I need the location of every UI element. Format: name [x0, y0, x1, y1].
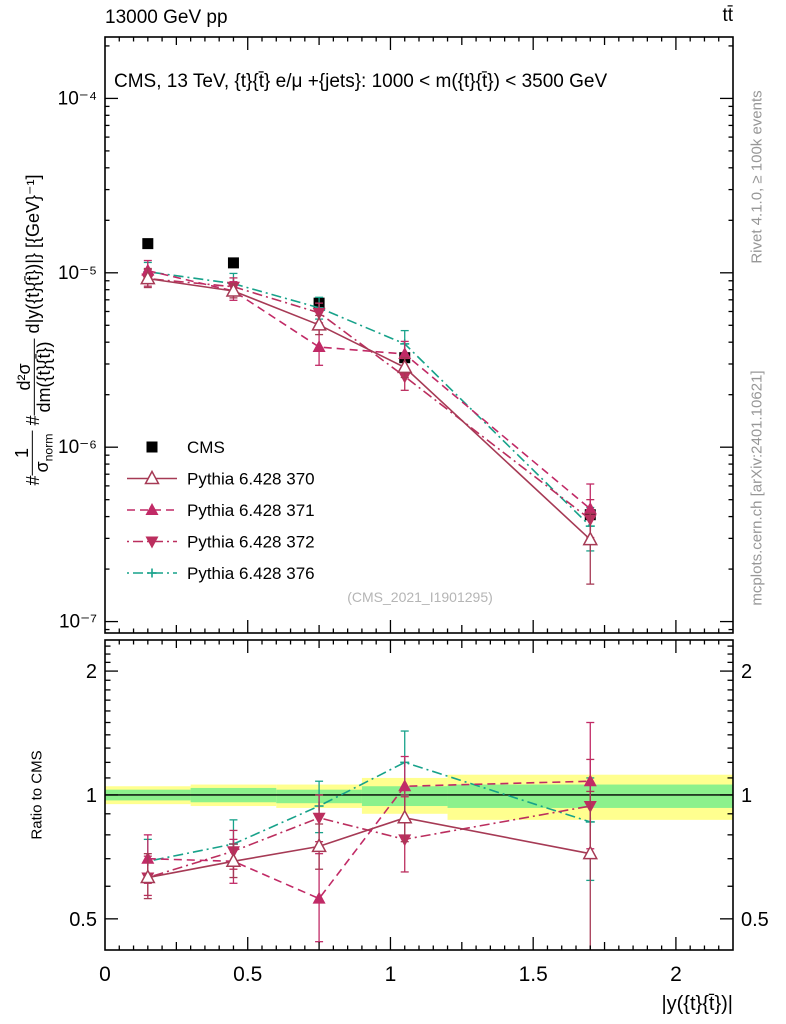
header-process: tt̄: [722, 5, 733, 26]
legend-item-pythia-6-428-372-marker: [145, 536, 159, 549]
ylabel-hash-2: #: [22, 415, 43, 426]
x-tick-label-1: 1: [385, 963, 397, 986]
pythia-6-428-371-marker: [312, 340, 326, 353]
legend-item-cms: CMS: [146, 438, 225, 457]
ratio-y-tick-label-left: 1: [86, 785, 97, 807]
series-main-pythia-6-428-370: [140, 267, 599, 585]
legend-item-pythia-6-428-372-label: Pythia 6.428 372: [187, 533, 315, 552]
main-y-tick-label: 10⁻⁶: [58, 437, 97, 458]
pythia-6-428-370-marker: [311, 316, 327, 331]
ratio-y-tick-label-right: 2: [741, 661, 752, 683]
pythia-6-428-370-ratio-marker: [311, 837, 327, 853]
pythia-6-428-371-ratio-marker: [398, 779, 412, 792]
main-y-tick-label: 10⁻⁴: [58, 88, 97, 109]
ratio-y-tick-label-right: 0.5: [741, 909, 769, 931]
pythia-6-428-371-marker: [583, 501, 597, 514]
ratio-y-tick-label-right: 1: [741, 785, 752, 807]
cms-marker: [142, 238, 154, 250]
legend-item-pythia-6-428-371-label: Pythia 6.428 371: [187, 501, 315, 520]
legend-item-pythia-6-428-376-label: Pythia 6.428 376: [187, 564, 315, 583]
axis-ticks: [105, 37, 733, 950]
pythia-6-428-370-ratio-marker: [225, 852, 242, 868]
ylabel-fraction-norm: 1 σnorm: [12, 430, 55, 476]
plot-title: CMS, 13 TeV, {t}{t̄} e/μ +{jets}: 1000 <…: [114, 71, 608, 92]
series-main-pythia-6-428-371: [141, 259, 597, 539]
pythia-6-428-370-marker: [396, 358, 413, 374]
pythia-6-428-371-ratio-marker: [583, 774, 597, 787]
legend: CMS Pythia 6.428 370 Pythia 6.428 371 Pythi…: [127, 438, 315, 583]
ylabel-tail: d|y({t}{t̄})|}: [22, 253, 43, 334]
main-y-tick-label: 10⁻⁷: [59, 612, 97, 633]
legend-item-pythia-6-428-371: Pythia 6.428 371: [127, 501, 315, 520]
series-main-pythia-6-428-372: [141, 268, 597, 541]
main-y-axis-label: #1 σnorm # d²σ dm({t}{t̄}) d|y({t}{t̄})|} […: [12, 174, 55, 486]
pythia-6-428-371-ratio-line: [147, 780, 591, 900]
pythia-6-428-372-ratio-marker: [312, 812, 326, 825]
pythia-6-428-372-marker: [312, 307, 326, 320]
pythia-6-428-371-ratio-marker: [312, 891, 326, 904]
legend-item-pythia-6-428-372: Pythia 6.428 372: [127, 533, 315, 552]
main-y-tick-label: 10⁻⁵: [58, 263, 97, 284]
legend-item-cms-label: CMS: [187, 438, 225, 457]
ylabel-units: [{GeV}⁻¹]: [22, 174, 43, 249]
pythia-6-428-370-ratio-marker: [582, 845, 599, 860]
x-tick-label-2: 2: [670, 963, 682, 986]
rivet-version-note: Rivet 4.1.0, ≥ 100k events: [748, 90, 766, 264]
pythia-6-428-370-ratio-marker: [140, 868, 156, 884]
mcplots-arxiv-note: mcplots.cern.ch [arXiv:2401.10621]: [748, 370, 766, 606]
pythia-6-428-370-marker: [225, 282, 242, 297]
legend-item-pythia-6-428-376: Pythia 6.428 376: [127, 564, 315, 583]
series-ratio-pythia-6-428-371: [141, 721, 597, 943]
x-tick-label-0.5: 0.5: [233, 963, 262, 986]
watermark-analysis-id: (CMS_2021_I1901295): [347, 589, 493, 605]
ratio-y-tick-label-left: 0.5: [69, 909, 97, 931]
pythia-6-428-371-marker: [398, 346, 412, 359]
x-tick-label-0: 0: [99, 963, 111, 986]
legend-item-pythia-6-428-370-marker: [144, 469, 160, 485]
x-tick-label-1.5: 1.5: [519, 963, 548, 986]
ratio-y-axis-label: Ratio to CMS: [28, 750, 46, 840]
series-ratio-pythia-6-428-370: [140, 790, 599, 950]
legend-item-pythia-6-428-371-marker: [145, 503, 159, 515]
legend-item-cms-marker: [146, 441, 158, 453]
pythia-6-428-370-marker: [582, 531, 599, 546]
legend-item-pythia-6-428-370: Pythia 6.428 370: [127, 470, 315, 489]
ratio-y-tick-label-left: 2: [86, 661, 97, 683]
cms-marker: [227, 257, 239, 269]
header-beam-energy: 13000 GeV pp: [105, 7, 228, 28]
pythia-6-428-370-marker: [140, 270, 156, 285]
pythia-6-428-370-ratio-marker: [396, 809, 413, 824]
ylabel-hash-1: #: [22, 475, 43, 486]
ylabel-fraction-xsec: d²σ dm({t}{t̄}): [14, 338, 54, 416]
ratio-uncertainty-bands: [105, 774, 733, 820]
legend-item-pythia-6-428-370-label: Pythia 6.428 370: [187, 470, 315, 489]
pythia-6-428-371-line: [147, 269, 591, 510]
axis-tick-labels: 0 0.5 1 1.5 2 10⁻⁴ 10⁻⁵ 10⁻⁶ 10⁻⁷ 0.5 0.5 1 1 2 2: [58, 88, 769, 986]
x-axis-label: |y({t}{t̄})|: [661, 993, 733, 1015]
